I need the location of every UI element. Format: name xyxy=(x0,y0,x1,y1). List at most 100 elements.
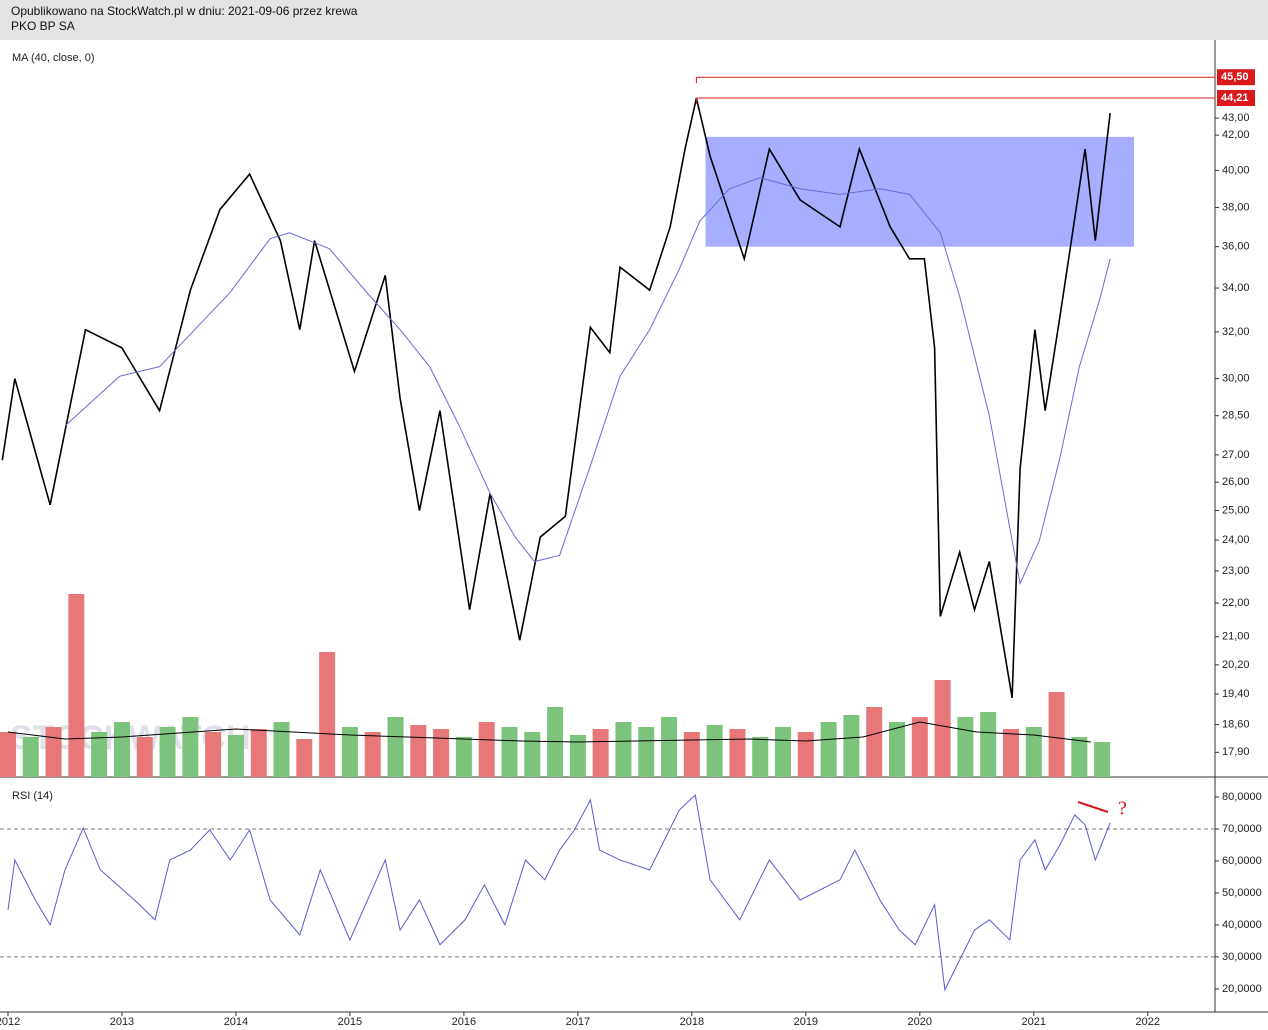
volume-bar xyxy=(273,722,290,777)
y-tick-label: 24,00 xyxy=(1222,534,1250,546)
y-tick-label: 20,0000 xyxy=(1222,983,1262,995)
series-line xyxy=(1,97,1111,698)
y-tick-label: 18,60 xyxy=(1222,718,1250,730)
x-tick-label: 2017 xyxy=(566,1016,590,1028)
y-tick-label: 26,00 xyxy=(1222,476,1250,488)
volume-bar xyxy=(957,717,974,777)
y-tick-label: 30,00 xyxy=(1222,373,1250,385)
y-tick-label: 28,50 xyxy=(1222,410,1250,422)
volume-bar xyxy=(706,725,723,777)
volume-bar xyxy=(661,717,678,777)
volume-bar xyxy=(113,722,130,777)
volume-bar xyxy=(68,594,85,777)
volume-bar xyxy=(889,722,906,777)
x-tick-label: 2021 xyxy=(1022,1016,1046,1028)
y-tick-label: 50,0000 xyxy=(1222,887,1262,899)
y-tick-label: 80,0000 xyxy=(1222,791,1262,803)
y-tick-label: 17,90 xyxy=(1222,746,1250,758)
header-bar xyxy=(0,0,1268,40)
volume-bar xyxy=(843,715,860,777)
x-tick-label: 2013 xyxy=(110,1016,134,1028)
series-line xyxy=(7,794,1111,992)
volume-bar xyxy=(1002,729,1019,777)
y-tick-label: 27,00 xyxy=(1222,449,1250,461)
y-tick-label: 25,00 xyxy=(1222,504,1250,516)
volume-bar xyxy=(638,727,655,777)
series-line xyxy=(64,177,1111,586)
volume-bar xyxy=(980,712,997,777)
level-box xyxy=(1217,69,1255,86)
y-tick-label: 34,00 xyxy=(1222,282,1250,294)
volume-bar xyxy=(136,737,153,777)
panel-label: MA (40, close, 0) xyxy=(12,52,95,64)
y-tick-label: 21,00 xyxy=(1222,631,1250,643)
y-tick-label: 40,0000 xyxy=(1222,919,1262,931)
volume-bar xyxy=(227,735,244,777)
volume-bar xyxy=(501,727,518,777)
header-ticker: PKO BP SA xyxy=(11,19,75,33)
volume-bar xyxy=(911,717,928,777)
volume-bar xyxy=(729,729,746,777)
x-tick-label: 2012 xyxy=(0,1016,20,1028)
y-tick-label: 70,0000 xyxy=(1222,823,1262,835)
level-label: 44,21 xyxy=(1221,92,1249,104)
volume-bar xyxy=(478,722,495,777)
annotation: ? xyxy=(1118,798,1127,820)
volume-bar xyxy=(296,739,313,777)
volume-bar xyxy=(934,680,951,777)
panel-label: RSI (14) xyxy=(12,790,53,802)
y-tick-label: 60,0000 xyxy=(1222,855,1262,867)
volume-bar xyxy=(592,729,609,777)
volume-bar xyxy=(387,717,404,777)
volume-bar xyxy=(1071,737,1088,777)
level-label: 45,50 xyxy=(1221,71,1249,83)
volume-bar xyxy=(0,732,16,777)
x-tick-label: 2019 xyxy=(794,1016,818,1028)
y-tick-label: 30,0000 xyxy=(1222,951,1262,963)
volume-bar xyxy=(319,652,336,777)
volume-bar xyxy=(22,737,39,777)
volume-bar xyxy=(524,732,541,777)
volume-bar xyxy=(1048,692,1065,777)
x-tick-label: 2016 xyxy=(452,1016,476,1028)
volume-bar xyxy=(866,707,883,777)
volume-bar xyxy=(797,732,814,777)
volume-bar xyxy=(615,722,632,777)
annotation-line xyxy=(1077,801,1109,813)
series-line xyxy=(7,721,1091,743)
y-tick-label: 22,00 xyxy=(1222,597,1250,609)
x-tick-label: 2018 xyxy=(680,1016,704,1028)
volume-bar xyxy=(205,732,222,777)
x-tick-label: 2015 xyxy=(338,1016,362,1028)
volume-bar xyxy=(250,729,267,777)
y-tick-label: 42,00 xyxy=(1222,129,1250,141)
y-tick-label: 36,00 xyxy=(1222,241,1250,253)
volume-bar xyxy=(433,729,450,777)
volume-bar xyxy=(91,732,108,777)
x-tick-label: 2014 xyxy=(224,1016,248,1028)
volume-bar xyxy=(455,737,472,777)
zone xyxy=(705,136,1135,247)
y-tick-label: 19,40 xyxy=(1222,688,1250,700)
volume-bar xyxy=(820,722,837,777)
volume-bar xyxy=(569,735,586,777)
y-tick-label: 23,00 xyxy=(1222,565,1250,577)
volume-bar xyxy=(45,727,62,777)
level-box xyxy=(1217,90,1255,107)
x-tick-label: 2022 xyxy=(1136,1016,1160,1028)
y-tick-label: 43,00 xyxy=(1222,112,1250,124)
volume-bar xyxy=(159,727,176,777)
volume-bar xyxy=(1025,727,1042,777)
y-tick-label: 38,00 xyxy=(1222,201,1250,213)
volume-bar xyxy=(341,727,358,777)
volume-bar xyxy=(410,725,427,777)
volume-bar xyxy=(182,717,199,777)
y-tick-label: 32,00 xyxy=(1222,326,1250,338)
header-line: Opublikowano na StockWatch.pl w dniu: 20… xyxy=(11,4,358,18)
x-tick-label: 2020 xyxy=(908,1016,932,1028)
volume-bar xyxy=(1094,742,1111,777)
y-tick-label: 20,20 xyxy=(1222,659,1250,671)
volume-bar xyxy=(364,732,381,777)
volume-bar xyxy=(775,727,792,777)
